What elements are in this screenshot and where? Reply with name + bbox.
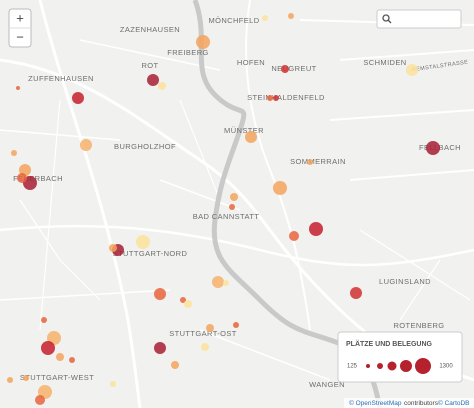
marker [80,139,92,151]
search[interactable] [376,9,462,29]
legend-scale [366,358,431,374]
place-label: ZUFFENHAUSEN [28,74,94,83]
place-label: MÜNSTER [224,126,264,135]
place-label: BAD CANNSTATT [193,212,260,221]
marker [17,173,27,183]
marker [233,322,239,328]
marker [245,131,257,143]
attribution-text: contributors [404,400,439,407]
place-label: STUTTGART-OST [169,329,237,338]
marker [212,276,224,288]
marker [206,324,214,332]
place-label: HOFEN [237,58,265,67]
marker [307,159,313,165]
marker [267,95,273,101]
marker [69,357,75,363]
legend-circle [415,358,431,374]
marker [273,181,287,195]
place-label: LUGINSLAND [379,277,431,286]
marker [11,150,17,156]
marker [154,342,166,354]
markers [7,13,440,405]
place-label: FEUERBACH [13,174,63,183]
marker [23,375,29,381]
marker [110,381,116,387]
attribution-osm[interactable]: © OpenStreetMap [349,399,402,407]
river [192,0,383,408]
marker [16,86,20,90]
place-labels: ZAZENHAUSEN MÖNCHFELD FREIBERG ROT ZUFFE… [13,16,469,389]
marker [289,231,299,241]
place-label: STUTTGART-NORD [113,249,188,258]
marker [154,288,166,300]
marker [273,95,279,101]
legend-circle [366,364,370,368]
attribution: © OpenStreetMap contributors © CartoDB [344,398,474,408]
legend-circle [377,363,383,369]
search-box[interactable] [376,9,462,29]
marker [350,287,362,299]
marker [288,13,294,19]
marker [196,35,210,49]
place-label: WANGEN [309,380,345,389]
marker [229,204,235,210]
marker [7,377,13,383]
marker [406,64,418,76]
marker [223,280,229,286]
marker [147,74,159,86]
place-label: SCHMIDEN [363,58,406,67]
marker [136,235,150,249]
marker [426,141,440,155]
place-label: BURGHOLZHOF [114,142,176,151]
marker [180,297,186,303]
legend-box [337,331,463,383]
marker [171,361,179,369]
marker [35,395,45,405]
marker [309,222,323,236]
street-label: REMSTALSTRASSE [412,60,469,74]
place-label: ZAZENHAUSEN [120,25,180,34]
legend-min: 125 [347,364,358,370]
marker [281,65,289,73]
marker [184,300,192,308]
legend: PLÄTZE UND BELEGUNG 125 1300 [337,331,463,383]
place-label: FELLBACH [419,143,461,152]
marker [230,193,238,201]
marker [158,82,166,90]
legend-title: PLÄTZE UND BELEGUNG [346,340,433,348]
place-label: SOMMERRAIN [290,157,346,166]
marker [109,244,117,252]
place-label: MÖNCHFELD [208,16,259,25]
place-label: STUTTGART-WEST [20,373,94,382]
zoom-control: + − [8,8,32,48]
marker [72,92,84,104]
marker [201,343,209,351]
marker [41,317,47,323]
legend-circle [387,361,397,371]
legend-max: 1300 [439,364,453,370]
place-label: FREIBERG [167,48,209,57]
zoom-in[interactable]: + [16,10,24,25]
marker [262,15,268,21]
attribution-carto[interactable]: © CartoDB [438,399,470,407]
place-label: NEUGREUT [271,64,316,73]
place-label: ROTENBERG [393,321,444,330]
marker [56,353,64,361]
marker [41,341,55,355]
zoom-out[interactable]: − [16,29,24,44]
place-label: ROT [141,61,158,70]
legend-circle [400,360,412,372]
place-label: STEINHALDENFELD [247,93,325,102]
